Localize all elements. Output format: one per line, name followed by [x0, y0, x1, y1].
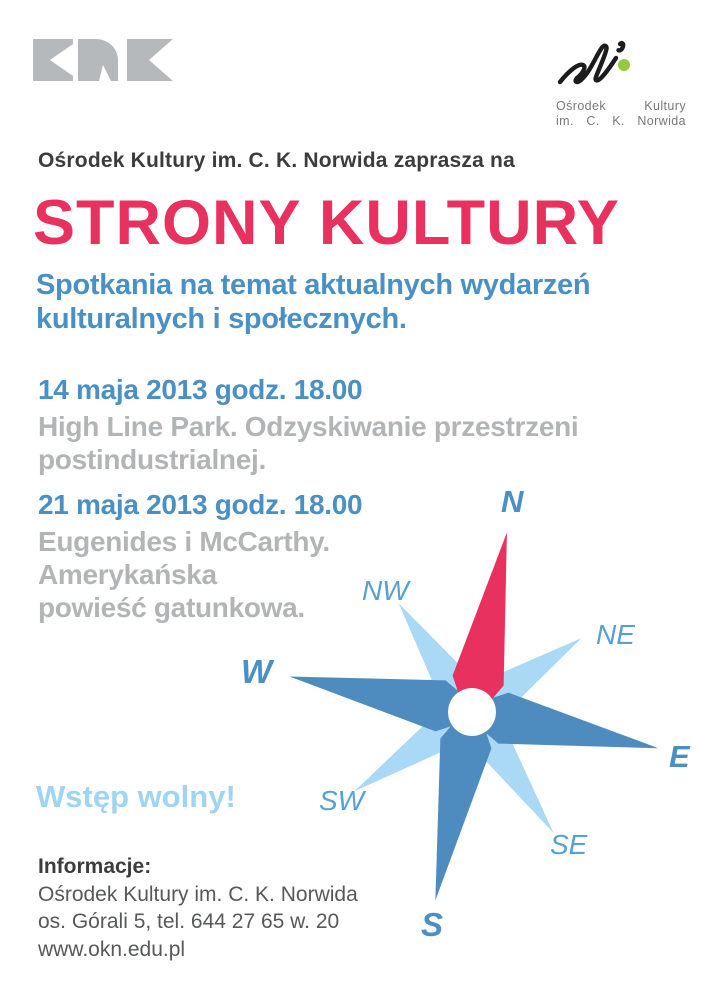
compass-center-circle	[448, 688, 496, 736]
info-org: Ośrodek Kultury im. C. K. Norwida	[38, 882, 358, 906]
subtitle-line: kulturalnych i społecznych.	[36, 303, 407, 335]
compass-west-spike	[289, 676, 486, 732]
subtitle-line: Spotkania na temat aktualnych wydarzeń	[36, 269, 591, 301]
subtitle: Spotkania na temat aktualnych wydarzeń k…	[36, 268, 591, 336]
compass-label-e: E	[669, 739, 690, 774]
norwid-org-line1: Ośrodek Kultury	[556, 99, 686, 113]
norwid-signature-icon	[557, 40, 630, 85]
compass-label-w: W	[241, 653, 273, 690]
event1-desc-line: High Line Park. Odzyskiwanie przestrzeni	[38, 411, 579, 442]
compass-sw-spike	[354, 707, 479, 792]
tagline: Ośrodek Kultury im. C. K. Norwida zapras…	[38, 149, 515, 172]
compass-label-ne: NE	[596, 619, 635, 650]
compass-nw-spike	[398, 603, 477, 719]
info-heading: Informacje:	[38, 855, 152, 878]
norwid-org-line2: im. C. K. Norwida	[556, 114, 686, 128]
compass-label-s: S	[421, 906, 444, 943]
page-title: STRONY KULTURY	[33, 188, 620, 258]
info-block: Informacje: Ośrodek Kultury im. C. K. No…	[38, 853, 358, 963]
compass-label-n: N	[501, 484, 524, 519]
compass-label-sw: SW	[319, 785, 365, 816]
krk-letter-k1	[33, 39, 73, 81]
compass-label-nw: NW	[362, 575, 409, 606]
event2-date: 21 maja 2013 godz. 18.00	[38, 489, 363, 520]
compass-se-spike	[467, 705, 554, 834]
event2-desc-line: Eugenides i McCarthy.	[38, 526, 330, 557]
compass-north-spike	[452, 532, 507, 726]
krk-letter-k2	[127, 39, 173, 81]
krk-logo	[33, 39, 173, 81]
compass-south-spike	[435, 698, 492, 901]
info-website: www.okn.edu.pl	[38, 937, 186, 961]
event1-description: High Line Park. Odzyskiwanie przestrzeni…	[38, 410, 579, 476]
info-address: os. Górali 5, tel. 644 27 65 w. 20	[38, 910, 340, 933]
norwid-org-name: Ośrodek Kultury im. C. K. Norwida	[556, 99, 686, 129]
compass-rose	[289, 532, 659, 901]
event2-desc-line: Amerykańska	[38, 559, 217, 590]
event2-description: Eugenides i McCarthy. Amerykańska powieś…	[38, 525, 330, 624]
krk-letter-r	[78, 39, 118, 81]
admission-note: Wstęp wolny!	[36, 779, 236, 814]
compass-label-se: SE	[550, 829, 588, 860]
event1-desc-line: postindustrialnej.	[38, 444, 266, 475]
compass-ne-spike	[465, 638, 582, 717]
norwid-logo: Ośrodek Kultury im. C. K. Norwida	[556, 34, 688, 129]
event1-date: 14 maja 2013 godz. 18.00	[38, 374, 363, 405]
norwid-green-dot	[618, 59, 630, 71]
compass-east-spike	[458, 692, 659, 749]
event2-desc-line: powieść gatunkowa.	[38, 592, 305, 623]
